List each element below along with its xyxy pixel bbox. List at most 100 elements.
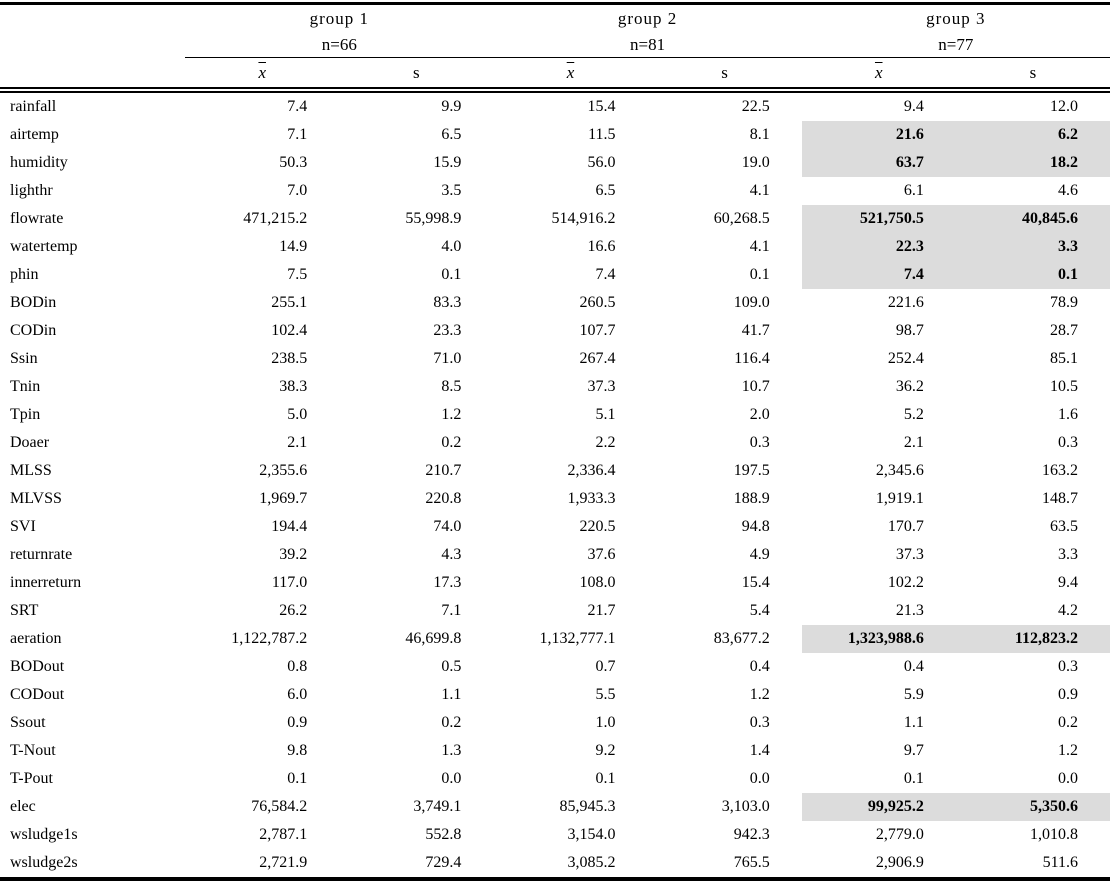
value-cell: 511.6	[1042, 854, 1078, 871]
value-cell: 71.0	[433, 350, 462, 367]
mean-header-g2: x	[493, 57, 648, 93]
value-cell: 11.5	[588, 126, 616, 143]
value-cell: 16.6	[587, 238, 616, 255]
value-cell: 0.4	[749, 658, 770, 675]
stat-header-row: x s x s x s	[0, 57, 1110, 93]
value-cell: 9.9	[441, 98, 462, 115]
row-label: lighthr	[10, 182, 53, 199]
value-cell: 26.2	[279, 602, 308, 619]
value-cell: 170.7	[887, 518, 924, 535]
value-cell: 8.5	[441, 378, 462, 395]
table-row: rainfall 7.4 9.9 15.4 22.5 9.4 12.0	[0, 90, 1110, 121]
table-row: innerreturn 117.0 17.3 108.0 15.4 102.2 9.4	[0, 569, 1110, 597]
value-cell: 194.4	[271, 518, 308, 535]
value-cell: 2,345.6	[875, 462, 924, 479]
group-3-label: group 3	[926, 8, 986, 28]
table-row: phin 7.5 0.1 7.4 0.1 7.4 0.1	[0, 261, 1110, 289]
value-cell: 83,677.2	[713, 630, 770, 647]
value-cell: 108.0	[579, 574, 616, 591]
row-label: watertemp	[10, 238, 78, 255]
row-label: MLSS	[10, 462, 52, 479]
row-label: SVI	[10, 518, 36, 535]
mean-header-g1: x	[185, 57, 340, 93]
value-cell: 0.9	[287, 714, 308, 731]
value-cell: 0.3	[1058, 434, 1078, 451]
value-cell: 0.3	[749, 714, 770, 731]
value-cell: 76,584.2	[251, 798, 308, 815]
value-cell: 765.5	[733, 854, 770, 871]
value-cell: 23.3	[433, 322, 462, 339]
value-cell: 0.7	[595, 658, 616, 675]
value-cell: 220.8	[425, 490, 462, 507]
value-cell: 252.4	[887, 350, 924, 367]
value-cell: 21.6	[801, 121, 956, 149]
value-cell: 109.0	[733, 294, 770, 311]
row-label: MLVSS	[10, 490, 62, 507]
value-cell: 1,132,777.1	[539, 630, 616, 647]
value-cell: 21.7	[587, 602, 616, 619]
table-row: Tnin 38.3 8.5 37.3 10.7 36.2 10.5	[0, 373, 1110, 401]
value-cell: 117.0	[271, 574, 308, 591]
row-label: Ssout	[10, 714, 46, 731]
mean-header-g3: x	[801, 57, 956, 93]
value-cell: 7.5	[287, 266, 308, 283]
value-cell: 12.0	[1050, 98, 1078, 115]
row-label: Ssin	[10, 350, 38, 367]
value-cell: 15.9	[433, 154, 462, 171]
value-cell: 6.1	[903, 182, 924, 199]
table-row: Ssout 0.9 0.2 1.0 0.3 1.1 0.2	[0, 709, 1110, 737]
value-cell: 0.3	[1058, 658, 1078, 675]
value-cell: 1,919.1	[875, 490, 924, 507]
value-cell: 37.3	[895, 546, 924, 563]
value-cell: 7.0	[287, 182, 308, 199]
value-cell: 188.9	[733, 490, 770, 507]
value-cell: 3.3	[955, 233, 1110, 261]
table-row: Doaer 2.1 0.2 2.2 0.3 2.1 0.3	[0, 429, 1110, 457]
value-cell: 28.7	[1050, 322, 1078, 339]
table-row: CODout 6.0 1.1 5.5 1.2 5.9 0.9	[0, 681, 1110, 709]
value-cell: 260.5	[579, 294, 616, 311]
value-cell: 1.1	[441, 686, 462, 703]
value-cell: 74.0	[433, 518, 462, 535]
value-cell: 107.7	[579, 322, 616, 339]
value-cell: 0.2	[441, 434, 462, 451]
row-label: wsludge1s	[10, 826, 78, 843]
value-cell: 2,721.9	[259, 854, 308, 871]
value-cell: 1,969.7	[259, 490, 308, 507]
mean-symbol: x	[258, 62, 266, 82]
sd-header-g1: s	[339, 57, 494, 93]
value-cell: 55,998.9	[405, 210, 462, 227]
value-cell: 14.9	[279, 238, 308, 255]
value-cell: 38.3	[279, 378, 308, 395]
value-cell: 1,323,988.6	[801, 625, 956, 653]
table-row: wsludge2s 2,721.9 729.4 3,085.2 765.5 2,906.9…	[0, 849, 1110, 879]
value-cell: 220.5	[579, 518, 616, 535]
value-cell: 0.9	[1058, 686, 1078, 703]
table-row: BODout 0.8 0.5 0.7 0.4 0.4 0.3	[0, 653, 1110, 681]
value-cell: 0.1	[955, 261, 1110, 289]
value-cell: 94.8	[741, 518, 770, 535]
table-header: group 1 group 2 group 3 n=66 n=81 n=77 x…	[0, 4, 1110, 93]
table-row: returnrate 39.2 4.3 37.6 4.9 37.3 3.3	[0, 541, 1110, 569]
value-cell: 255.1	[271, 294, 308, 311]
row-label: elec	[10, 798, 36, 815]
value-cell: 22.5	[741, 98, 770, 115]
value-cell: 40,845.6	[955, 205, 1110, 233]
value-cell: 5.5	[595, 686, 616, 703]
value-cell: 238.5	[271, 350, 308, 367]
value-cell: 6.5	[595, 182, 616, 199]
value-cell: 5.1	[595, 406, 616, 423]
value-cell: 0.1	[595, 770, 616, 787]
value-cell: 221.6	[887, 294, 924, 311]
row-label: aeration	[10, 630, 62, 647]
group-1-label: group 1	[309, 8, 369, 28]
value-cell: 60,268.5	[713, 210, 770, 227]
value-cell: 3,749.1	[413, 798, 462, 815]
value-cell: 1.3	[441, 742, 462, 759]
value-cell: 10.7	[741, 378, 770, 395]
value-cell: 2.1	[287, 434, 308, 451]
value-cell: 0.0	[749, 770, 770, 787]
value-cell: 112,823.2	[955, 625, 1110, 653]
value-cell: 7.4	[595, 266, 616, 283]
value-cell: 56.0	[587, 154, 616, 171]
